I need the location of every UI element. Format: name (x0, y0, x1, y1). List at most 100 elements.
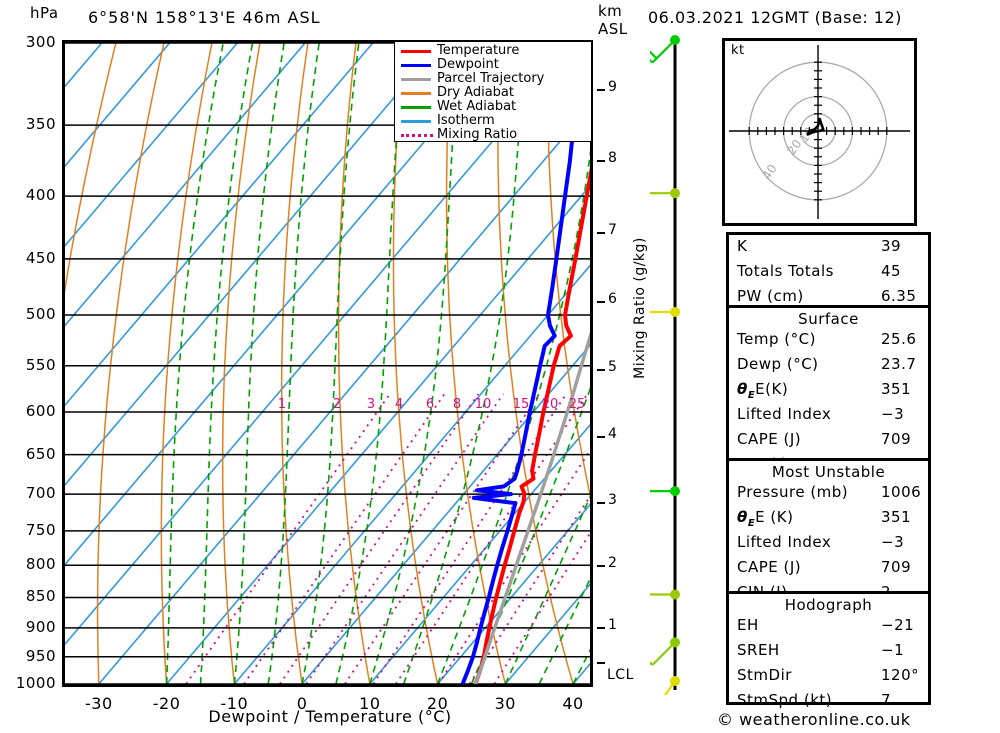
legend-label: Dewpoint (437, 57, 499, 72)
index-label: PW (cm) (737, 287, 804, 305)
surface-panel: Surface Temp (°C) 25.6 Dewp (°C) 23.7 θEE(K)… (726, 305, 931, 473)
isotherm-line (65, 43, 306, 327)
legend-item: Dewpoint (399, 58, 591, 72)
isotherm-line (65, 43, 238, 247)
most-unstable-panel: Most Unstable Pressure (mb) 1006 θEE (K) 35… (726, 458, 931, 601)
height-tick-label: 2 (608, 555, 618, 572)
height-unit-label-km: km (598, 2, 623, 20)
height-tick-mark (597, 436, 605, 439)
most-unstable-value: 351 (881, 508, 912, 526)
surface-label: θEE(K) (737, 380, 789, 401)
hodograph-stat-row: StmSpd (kt) 7 (729, 689, 928, 714)
height-tick-label: 4 (608, 426, 618, 443)
most-unstable-row: Lifted Index −3 (729, 531, 928, 556)
most-unstable-label: θEE (K) (737, 508, 794, 529)
pressure-tick-label: 300 (25, 33, 56, 51)
wind-barb (650, 188, 680, 199)
surface-value: 25.6 (881, 330, 917, 348)
datetime-label: 06.03.2021 12GMT (Base: 12) (648, 8, 902, 27)
pressure-tick-label: 500 (25, 304, 56, 323)
mixing-ratio-line (185, 393, 391, 684)
surface-value: 709 (881, 430, 912, 448)
surface-label: Dewp (°C) (737, 355, 819, 373)
index-value: 39 (881, 237, 902, 255)
pressure-tick-label: 950 (25, 646, 56, 665)
profile-dewpoint (460, 43, 582, 684)
height-tick-mark (597, 300, 605, 303)
mixing-ratio-value-label: 10 (474, 397, 492, 412)
wind-barb (650, 485, 680, 497)
pressure-tick-label: 800 (25, 555, 56, 574)
pressure-tick-label: 400 (25, 186, 56, 205)
height-tick-label: 7 (608, 222, 618, 239)
hodograph-stat-label: StmDir (737, 666, 792, 684)
wind-barb-shaft (651, 641, 676, 666)
hodograph-stat-value: 7 (881, 691, 892, 709)
temperature-tick-label: 30 (494, 694, 516, 713)
pressure-tick-label: 750 (25, 520, 56, 539)
temperature-tick-label: 10 (359, 694, 381, 713)
surface-label: Temp (°C) (737, 330, 816, 348)
hodograph-stat-value: −1 (881, 641, 905, 659)
index-value: 45 (881, 262, 902, 280)
pressure-tick-label: 600 (25, 402, 56, 421)
mixing-ratio-value-label: 1 (277, 397, 287, 412)
surface-value: 23.7 (881, 355, 917, 373)
most-unstable-row: CAPE (J) 709 (729, 556, 928, 581)
most-unstable-row: Pressure (mb) 1006 (729, 481, 928, 506)
wind-barb-flag (650, 50, 658, 60)
surface-row: Dewp (°C) 23.7 (729, 353, 928, 378)
pressure-tick-label: 550 (25, 355, 56, 374)
copyright-label: © weatheronline.co.uk (717, 710, 911, 729)
isotherm-line (233, 264, 590, 684)
mixing-ratio-value-label: 15 (512, 397, 530, 412)
hodograph-stat-row: SREH −1 (729, 639, 928, 664)
surface-label: Lifted Index (737, 405, 832, 423)
hodograph-stat-row: EH −21 (729, 614, 928, 639)
wet-adiabat-line (369, 43, 461, 684)
height-tick-mark (597, 232, 605, 235)
surface-row: Lifted Index −3 (729, 403, 928, 428)
legend-label: Parcel Trajectory (437, 71, 545, 86)
wind-barb (650, 306, 680, 317)
mixing-ratio-value-label: 2 (332, 397, 342, 412)
wind-barb (650, 35, 680, 64)
lcl-tick-mark (597, 662, 605, 665)
hodograph-stat-label: StmSpd (kt) (737, 691, 833, 709)
mixing-ratio-line (493, 531, 590, 684)
index-row: PW (cm) 6.35 (729, 285, 928, 310)
height-tick-label: 9 (608, 78, 618, 95)
temperature-tick-label: 0 (296, 694, 308, 713)
isotherm-line (65, 43, 374, 407)
pressure-tick-label: 850 (25, 587, 56, 606)
most-unstable-row: θEE (K) 351 (729, 506, 928, 531)
mixing-ratio-line (437, 449, 590, 684)
legend-swatch-temperature (401, 50, 431, 53)
x-axis-title: Dewpoint / Temperature (°C) (208, 707, 452, 726)
height-tick-label: 3 (608, 491, 618, 508)
surface-row: Temp (°C) 25.6 (729, 328, 928, 353)
skewt-plot-frame (62, 40, 593, 687)
isotherm-line (436, 503, 590, 684)
legend-label: Temperature (437, 43, 520, 58)
mixing-ratio-value-label: 4 (394, 397, 404, 412)
wind-barb (650, 589, 680, 600)
index-label: Totals Totals (737, 262, 834, 280)
wind-barb-flag (650, 661, 654, 666)
hodograph-plot: 10 20 40 kt (722, 38, 917, 226)
wind-barb-flag (650, 58, 654, 64)
index-label: K (737, 237, 748, 255)
temperature-tick-label: 40 (562, 694, 584, 713)
legend-item: Mixing Ratio (399, 128, 591, 142)
legend-item: Wet Adiabat (399, 100, 591, 114)
hodograph-stat-row: StmDir 120° (729, 664, 928, 689)
temperature-tick-label: 20 (426, 694, 449, 713)
temperature-tick-label: -10 (220, 694, 249, 713)
legend-item: Temperature (399, 44, 591, 58)
mixing-ratio-value-label: 20 (541, 397, 559, 412)
mixing-ratio-value-label: 8 (452, 397, 462, 412)
wet-adiabat-line (267, 43, 320, 684)
hodograph-stats-panel: Hodograph EH −21 SREH −1 StmDir 120° StmSpd (k… (726, 591, 931, 709)
height-tick-mark (597, 501, 605, 504)
